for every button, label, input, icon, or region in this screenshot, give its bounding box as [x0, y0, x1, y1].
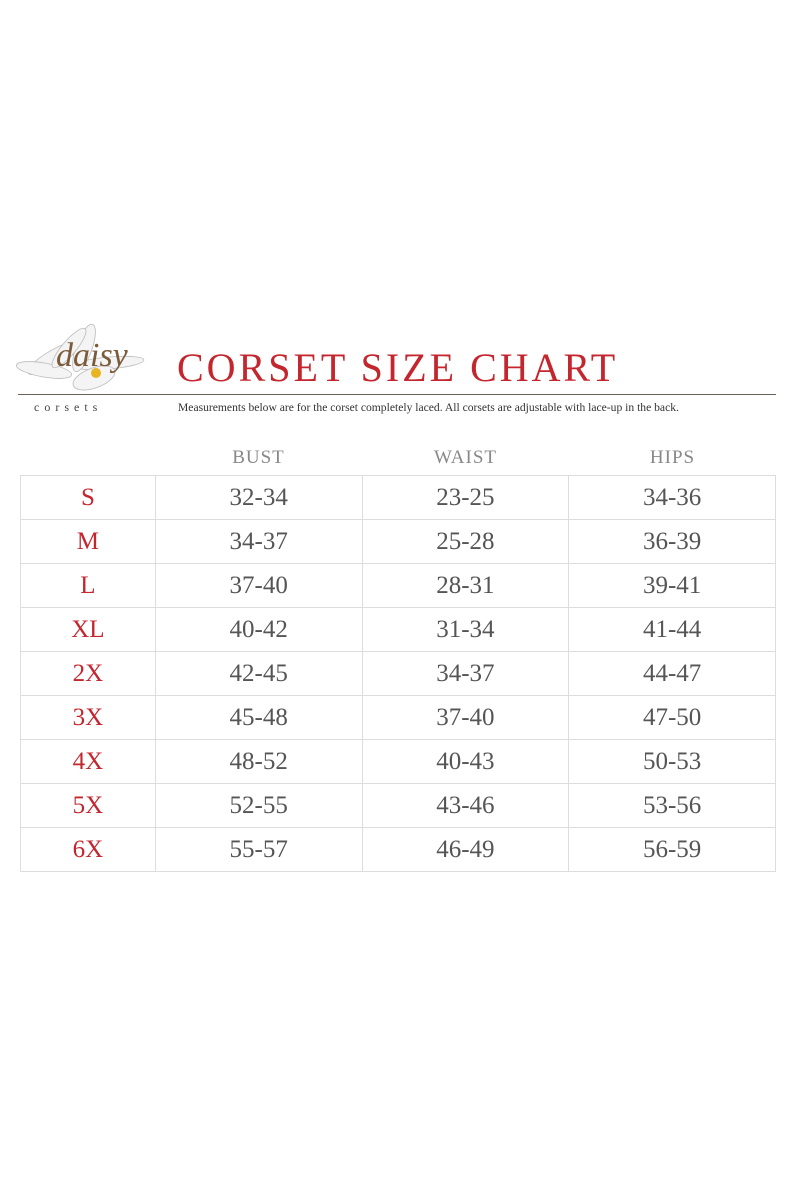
- size-cell: M: [20, 519, 156, 564]
- table-row: 3X 45-48 37-40 47-50: [20, 695, 776, 740]
- daisy-logo: daisy: [15, 323, 145, 391]
- waist-cell: 23-25: [361, 475, 570, 520]
- hips-cell: 53-56: [568, 783, 776, 828]
- waist-cell: 31-34: [361, 607, 570, 652]
- size-cell: S: [20, 475, 156, 520]
- size-cell: 4X: [20, 739, 156, 784]
- bust-cell: 42-45: [154, 651, 363, 696]
- table-row: 2X 42-45 34-37 44-47: [20, 651, 776, 696]
- table-row: 6X 55-57 46-49 56-59: [20, 827, 776, 872]
- bust-cell: 34-37: [154, 519, 363, 564]
- bust-cell: 40-42: [154, 607, 363, 652]
- waist-cell: 34-37: [361, 651, 570, 696]
- waist-cell: 28-31: [361, 563, 570, 608]
- table-row: L 37-40 28-31 39-41: [20, 563, 776, 608]
- hips-cell: 44-47: [568, 651, 776, 696]
- hips-cell: 36-39: [568, 519, 776, 564]
- divider: [18, 394, 776, 395]
- hips-cell: 39-41: [568, 563, 776, 608]
- waist-cell: 40-43: [361, 739, 570, 784]
- hips-cell: 50-53: [568, 739, 776, 784]
- hips-cell: 34-36: [568, 475, 776, 520]
- bust-cell: 55-57: [154, 827, 363, 872]
- subtitle: Measurements below are for the corset co…: [178, 401, 679, 414]
- waist-cell: 43-46: [361, 783, 570, 828]
- size-cell: 3X: [20, 695, 156, 740]
- size-cell: 5X: [20, 783, 156, 828]
- bust-cell: 48-52: [154, 739, 363, 784]
- size-cell: L: [20, 563, 156, 608]
- svg-text:daisy: daisy: [56, 337, 129, 374]
- header-bust: BUST: [232, 447, 285, 468]
- hips-cell: 47-50: [568, 695, 776, 740]
- page-title: CORSET SIZE CHART: [177, 345, 619, 390]
- size-cell: XL: [20, 607, 156, 652]
- size-table: S 32-34 23-25 34-36 M 34-37 25-28 36-39 L 37-40 28…: [20, 475, 776, 872]
- waist-cell: 25-28: [361, 519, 570, 564]
- size-cell: 2X: [20, 651, 156, 696]
- header-waist: WAIST: [433, 447, 498, 468]
- table-row: 5X 52-55 43-46 53-56: [20, 783, 776, 828]
- bust-cell: 45-48: [154, 695, 363, 740]
- bust-cell: 52-55: [154, 783, 363, 828]
- bust-cell: 37-40: [154, 563, 363, 608]
- logo-wordmark: corsets: [34, 400, 103, 414]
- table-row: 4X 48-52 40-43 50-53: [20, 739, 776, 784]
- hips-cell: 56-59: [568, 827, 776, 872]
- waist-cell: 46-49: [361, 827, 570, 872]
- header-hips: HIPS: [649, 447, 696, 468]
- size-cell: 6X: [20, 827, 156, 872]
- waist-cell: 37-40: [361, 695, 570, 740]
- bust-cell: 32-34: [154, 475, 363, 520]
- hips-cell: 41-44: [568, 607, 776, 652]
- table-row: XL 40-42 31-34 41-44: [20, 607, 776, 652]
- table-row: M 34-37 25-28 36-39: [20, 519, 776, 564]
- table-row: S 32-34 23-25 34-36: [20, 475, 776, 520]
